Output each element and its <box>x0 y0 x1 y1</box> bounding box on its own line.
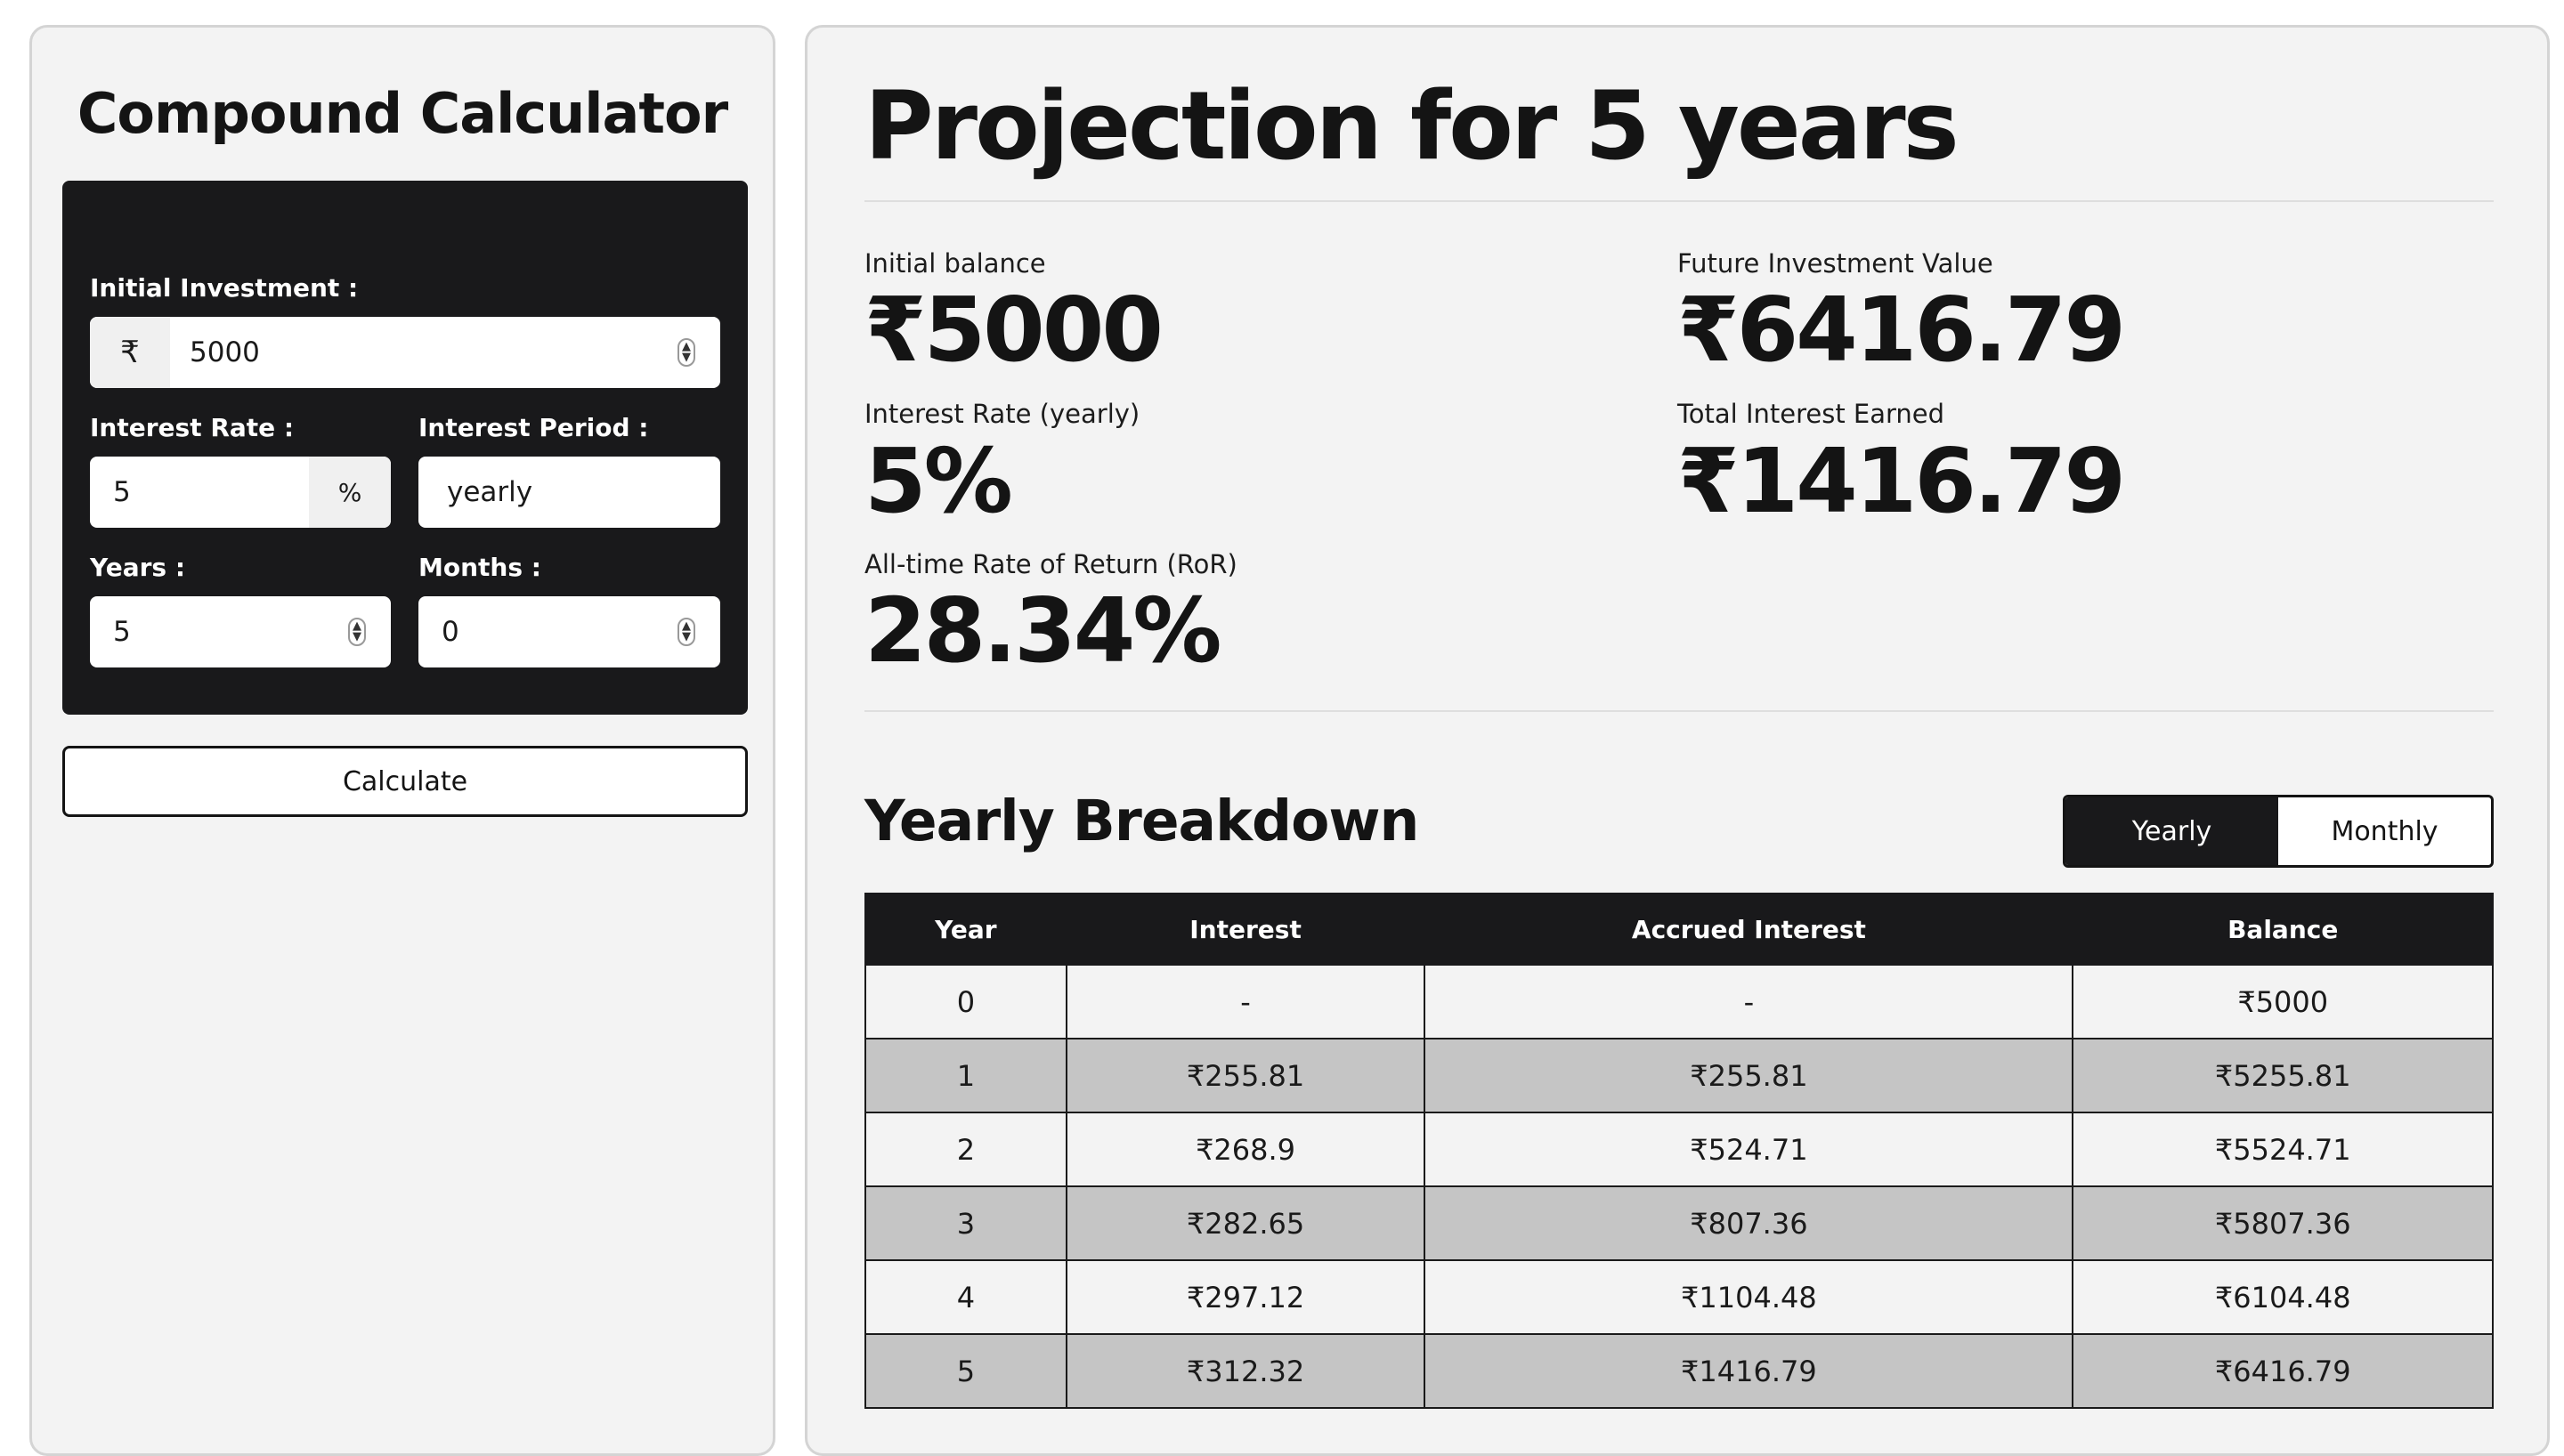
column-header: Accrued Interest <box>1424 893 2074 966</box>
balance-cell: ₹5807.36 <box>2072 1185 2494 1261</box>
accrued-interest-cell: ₹255.81 <box>1424 1038 2074 1113</box>
breakdown-toggle: Yearly Monthly <box>2063 795 2494 868</box>
stepper-icon[interactable]: ▲ ▼ <box>348 618 366 646</box>
stepper-icon[interactable]: ▲ ▼ <box>678 338 695 367</box>
table-row: 1 ₹255.81 ₹255.81 ₹5255.81 <box>864 1038 2494 1113</box>
total-interest-value: ₹1416.79 <box>1677 429 2126 533</box>
year-cell: 4 <box>864 1259 1067 1335</box>
accrued-interest-cell: ₹524.71 <box>1424 1112 2074 1187</box>
projection-panel: Projection for 5 years Initial balance ₹… <box>805 25 2550 1456</box>
interest-period-label: Interest Period : <box>418 413 649 442</box>
projection-title: Projection for 5 years <box>864 71 1960 181</box>
table-row: 5 ₹312.32 ₹1416.79 ₹6416.79 <box>864 1333 2494 1409</box>
divider <box>864 710 2494 712</box>
months-value: 0 <box>442 616 459 648</box>
table-row: 2 ₹268.9 ₹524.71 ₹5524.71 <box>864 1112 2494 1187</box>
initial-balance-label: Initial balance <box>864 248 1046 279</box>
balance-cell: ₹5255.81 <box>2072 1038 2494 1113</box>
months-label: Months : <box>418 553 541 582</box>
breakdown-table: Year Interest Accrued Interest Balance 0… <box>864 893 2494 1409</box>
ror-value: 28.34% <box>864 578 1222 683</box>
interest-period-value: yearly <box>447 476 533 508</box>
stepper-icon[interactable]: ▲ ▼ <box>678 618 695 646</box>
table-row: 4 ₹297.12 ₹1104.48 ₹6104.48 <box>864 1259 2494 1335</box>
year-cell: 1 <box>864 1038 1067 1113</box>
future-value-value: ₹6416.79 <box>1677 278 2126 382</box>
balance-cell: ₹6416.79 <box>2072 1333 2494 1409</box>
calculator-panel: Compound Calculator Initial Investment :… <box>29 25 775 1456</box>
column-header: Year <box>864 893 1067 966</box>
interest-cell: ₹255.81 <box>1065 1038 1426 1113</box>
calculator-form: Initial Investment : ₹ 5000 ▲ ▼ Interest … <box>62 181 748 715</box>
future-value-label: Future Investment Value <box>1677 248 1993 279</box>
initial-balance-value: ₹5000 <box>864 278 1164 382</box>
months-input[interactable]: 0 ▲ ▼ <box>418 596 720 667</box>
breakdown-title: Yearly Breakdown <box>864 789 1419 853</box>
year-cell: 3 <box>864 1185 1067 1261</box>
year-cell: 5 <box>864 1333 1067 1409</box>
accrued-interest-cell: ₹1104.48 <box>1424 1259 2074 1335</box>
calculator-title: Compound Calculator <box>77 81 728 146</box>
interest-rate-stat-value: 5% <box>864 429 1013 533</box>
interest-cell: ₹268.9 <box>1065 1112 1426 1187</box>
currency-symbol: ₹ <box>90 317 170 388</box>
monthly-toggle-button[interactable]: Monthly <box>2331 815 2438 847</box>
table-header-row: Year Interest Accrued Interest Balance <box>864 893 2494 966</box>
initial-investment-label: Initial Investment : <box>90 273 359 303</box>
interest-cell: ₹282.65 <box>1065 1185 1426 1261</box>
table-row: 0 - - ₹5000 <box>864 964 2494 1039</box>
initial-investment-input[interactable]: ₹ 5000 ▲ ▼ <box>90 317 720 388</box>
ror-label: All-time Rate of Return (RoR) <box>864 549 1237 579</box>
interest-period-select[interactable]: yearly <box>418 457 720 528</box>
years-label: Years : <box>90 553 186 582</box>
interest-rate-stat-label: Interest Rate (yearly) <box>864 399 1140 429</box>
percent-symbol: % <box>309 457 391 528</box>
years-value: 5 <box>113 616 131 648</box>
interest-rate-input[interactable]: 5 % <box>90 457 391 528</box>
interest-cell: ₹312.32 <box>1065 1333 1426 1409</box>
yearly-toggle-button[interactable]: Yearly <box>2065 797 2278 865</box>
balance-cell: ₹6104.48 <box>2072 1259 2494 1335</box>
interest-cell: ₹297.12 <box>1065 1259 1426 1335</box>
interest-rate-value: 5 <box>113 476 131 508</box>
interest-cell: - <box>1065 964 1426 1039</box>
years-input[interactable]: 5 ▲ ▼ <box>90 596 391 667</box>
interest-rate-label: Interest Rate : <box>90 413 295 442</box>
year-cell: 0 <box>864 964 1067 1039</box>
table-row: 3 ₹282.65 ₹807.36 ₹5807.36 <box>864 1185 2494 1261</box>
calculate-button[interactable]: Calculate <box>62 746 748 817</box>
balance-cell: ₹5524.71 <box>2072 1112 2494 1187</box>
accrued-interest-cell: ₹807.36 <box>1424 1185 2074 1261</box>
column-header: Interest <box>1065 893 1426 966</box>
total-interest-label: Total Interest Earned <box>1677 399 1945 429</box>
initial-investment-value: 5000 <box>190 336 260 368</box>
column-header: Balance <box>2072 893 2494 966</box>
accrued-interest-cell: ₹1416.79 <box>1424 1333 2074 1409</box>
divider <box>864 200 2494 202</box>
balance-cell: ₹5000 <box>2072 964 2494 1039</box>
year-cell: 2 <box>864 1112 1067 1187</box>
accrued-interest-cell: - <box>1424 964 2074 1039</box>
